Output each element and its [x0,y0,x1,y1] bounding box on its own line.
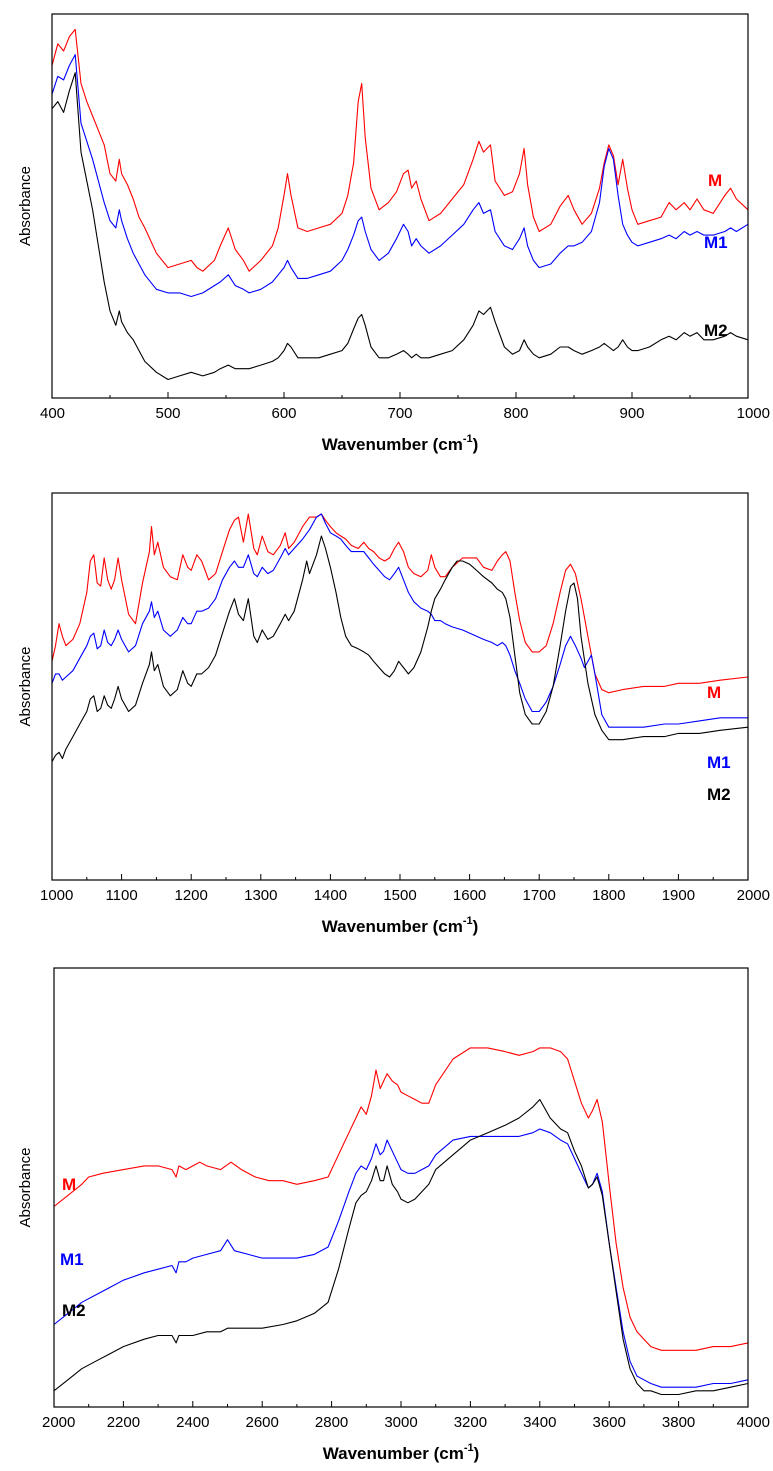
x-tick-label: 1000 [40,887,73,904]
x-tick-label: 2000 [42,1414,75,1431]
series-label-m: M [708,171,722,190]
series-line-m1 [52,55,748,297]
chart-panel-3: 2000 2200 2400 2600 2800 3000 3200 3400 3600 3800… [17,968,770,1463]
x-tick-label: 2800 [315,1414,348,1431]
series-label-m2: M2 [704,321,728,340]
x-tick-label: 2400 [176,1414,209,1431]
x-tick-label: 1000 [737,405,770,422]
x-tick-label: 1600 [453,887,486,904]
series-line-m2 [52,73,748,380]
x-axis-title: Wavenumber (cm-1) [322,433,479,454]
x-tick-label: 3800 [662,1414,695,1431]
y-axis-title: Absorbance [17,646,34,726]
x-axis-title: Wavenumber (cm-1) [322,915,479,936]
series-label-m: M [62,1175,76,1194]
series-label-m1: M1 [707,753,731,772]
x-tick-label: 1300 [244,887,277,904]
x-tick-label: 3200 [454,1414,487,1431]
x-tick-label: 800 [503,405,528,422]
x-tick-label: 1200 [175,887,208,904]
series-label-m1: M1 [60,1250,84,1269]
x-tick-label: 1100 [105,887,137,904]
x-tick-label: 2600 [246,1414,279,1431]
x-tick-label: 1800 [592,887,625,904]
x-tick-label: 900 [619,405,644,422]
x-axis-title-superscript: -1 [463,915,473,927]
chart-panel-2: 1000 1100 1200 1300 1400 1500 1600 1700 1800 1900… [17,493,770,936]
x-axis-title: Wavenumber (cm-1) [323,1442,480,1463]
series-label-m: M [707,683,721,702]
series-line-m1 [54,1129,748,1387]
x-axis-title-superscript: -1 [464,1442,474,1454]
plot-frame [54,968,748,1407]
x-tick-label: 3600 [593,1414,626,1431]
x-axis-title-close: ) [474,1444,480,1463]
x-axis-title-main: Wavenumber (cm [323,1444,464,1463]
series-line-m [52,29,748,271]
x-tick-label: 3000 [384,1414,417,1431]
chart-panel-1: 400 500 600 700 800 900 1000 Wavenumber (cm-1) A… [17,14,770,454]
x-tick-label: 500 [155,405,180,422]
x-tick-label: 700 [387,405,412,422]
x-tick-label: 1700 [523,887,556,904]
y-axis-title: Absorbance [17,1147,34,1227]
x-tick-label: 600 [271,405,296,422]
x-axis-title-close: ) [473,917,479,936]
x-tick-label: 1500 [383,887,416,904]
x-tick-label: 1400 [314,887,347,904]
series-line-m2 [54,1100,748,1395]
x-tick-label: 4000 [737,1414,770,1431]
x-axis-title-close: ) [473,435,479,454]
x-tick-label: 1900 [662,887,695,904]
x-tick-label: 400 [40,405,65,422]
x-axis-title-main: Wavenumber (cm [322,435,463,454]
series-label-m2: M2 [707,785,731,804]
x-axis-title-main: Wavenumber (cm [322,917,463,936]
y-axis-title: Absorbance [17,166,34,246]
x-tick-label: 2200 [107,1414,140,1431]
x-axis-title-superscript: -1 [463,433,473,445]
x-tick-label: 2000 [737,887,770,904]
series-label-m2: M2 [62,1301,86,1320]
series-label-m1: M1 [704,233,728,252]
plot-frame [52,14,748,398]
x-tick-label: 3400 [523,1414,556,1431]
